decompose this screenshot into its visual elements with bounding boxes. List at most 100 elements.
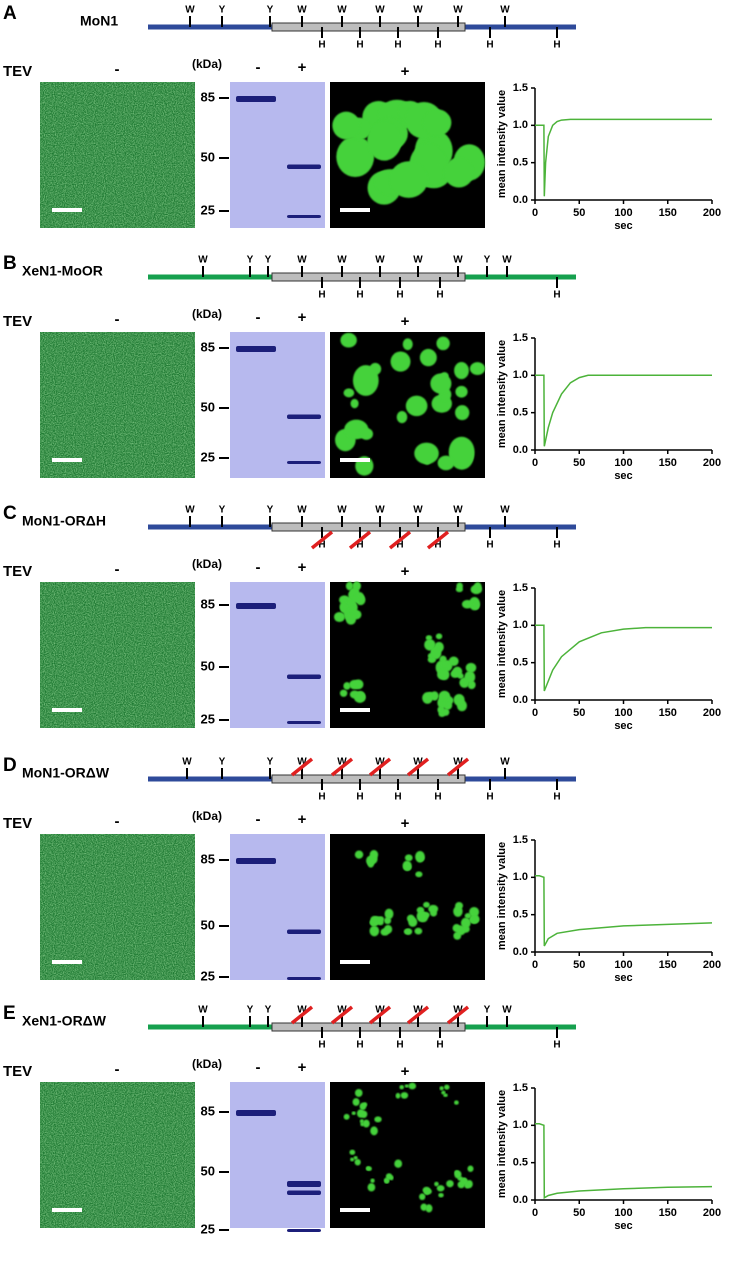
- x-tick-label: 50: [573, 1207, 585, 1219]
- marker-label: Y: [219, 5, 226, 16]
- droplet: [367, 1183, 376, 1192]
- frap-curve: [535, 118, 712, 197]
- droplet: [339, 689, 348, 697]
- x-tick-label: 150: [659, 707, 677, 719]
- marker-label: W: [453, 255, 463, 266]
- panel-letter: A: [3, 3, 17, 24]
- marker-label: W: [337, 505, 347, 516]
- droplet: [453, 905, 463, 917]
- droplet: [448, 656, 459, 667]
- strike-mark: [368, 757, 392, 777]
- image-noise: [40, 834, 195, 980]
- droplet: [404, 1084, 409, 1088]
- panel-letter: B: [3, 253, 17, 274]
- droplet: [430, 646, 442, 660]
- x-tick-label: 0: [532, 959, 538, 971]
- y-tick-label: 1.0: [513, 619, 528, 631]
- strike-mark: [330, 757, 354, 777]
- y-tick-label: 1.5: [513, 82, 528, 94]
- x-tick-label: 50: [573, 959, 585, 971]
- droplet: [395, 1092, 401, 1099]
- marker-label: W: [502, 255, 512, 266]
- droplet: [356, 1109, 365, 1118]
- droplet: [454, 1100, 459, 1105]
- droplet: [455, 385, 468, 398]
- droplet: [370, 915, 379, 923]
- droplet: [454, 362, 469, 380]
- x-tick-label: 200: [703, 1207, 721, 1219]
- strike-mark: [406, 1005, 430, 1025]
- x-tick-label: 150: [659, 457, 677, 469]
- droplet: [402, 338, 413, 351]
- gel-marker-label: 25: [201, 202, 215, 217]
- droplet: [425, 635, 433, 641]
- marker-label: W: [185, 5, 195, 16]
- droplet: [439, 1086, 444, 1091]
- panel-letter: E: [3, 1003, 16, 1024]
- marker-label: W: [198, 1005, 208, 1016]
- image-plus: +: [401, 63, 410, 80]
- kda-label: (kDa): [192, 557, 222, 571]
- y-tick-label: 1.5: [513, 1082, 528, 1094]
- x-tick-label: 0: [532, 1207, 538, 1219]
- marker-label: Y: [247, 255, 254, 266]
- strike-mark: [368, 1005, 392, 1025]
- gel-band: [287, 215, 321, 218]
- marker-label: W: [297, 505, 307, 516]
- droplet: [400, 1092, 409, 1099]
- marker-label: H: [318, 792, 325, 803]
- y-axis-label: mean intensity value: [496, 340, 508, 448]
- droplet: [425, 1204, 433, 1213]
- gel-marker-label: 25: [201, 968, 215, 983]
- droplet: [470, 584, 483, 595]
- y-tick-label: 1.5: [513, 834, 528, 846]
- panel-letter: C: [3, 503, 17, 524]
- y-tick-label: 1.0: [513, 1119, 528, 1131]
- scale-bar: [340, 1208, 370, 1212]
- frap-curve: [535, 374, 712, 447]
- droplet: [424, 639, 436, 651]
- droplet: [405, 395, 428, 417]
- x-tick-label: 200: [703, 207, 721, 219]
- marker-label: H: [394, 792, 401, 803]
- gel-plus: +: [298, 59, 307, 76]
- marker-label: H: [356, 40, 363, 51]
- droplet: [351, 1111, 356, 1116]
- y-tick-label: 0.0: [513, 194, 528, 206]
- gel-minus: -: [256, 1059, 261, 1076]
- droplet: [453, 694, 465, 706]
- marker-label: H: [553, 540, 560, 551]
- y-tick-label: 1.0: [513, 871, 528, 883]
- x-axis-label: sec: [614, 972, 632, 984]
- droplet: [461, 599, 473, 609]
- or-region: [271, 1022, 466, 1032]
- strike-mark: [290, 1005, 314, 1025]
- droplet: [468, 597, 481, 611]
- gel-band: [287, 674, 321, 679]
- marker-label: H: [553, 40, 560, 51]
- y-tick-label: 1.0: [513, 119, 528, 131]
- marker-label: H: [486, 40, 493, 51]
- x-axis-label: sec: [614, 720, 632, 732]
- droplet: [369, 849, 379, 860]
- y-tick-label: 0.5: [513, 1157, 528, 1169]
- droplet: [354, 1158, 361, 1166]
- droplet: [349, 1149, 356, 1155]
- gel-band: [287, 461, 321, 464]
- gel-band: [236, 346, 276, 352]
- gel-band: [287, 1190, 321, 1195]
- x-tick-label: 50: [573, 207, 585, 219]
- microscopy-image: [330, 1082, 485, 1228]
- marker-label: W: [375, 757, 385, 768]
- droplet: [414, 927, 423, 935]
- marker-label: W: [375, 1005, 385, 1016]
- droplet: [469, 916, 479, 924]
- kda-label: (kDa): [192, 809, 222, 823]
- droplet: [352, 365, 379, 396]
- scale-bar: [52, 708, 82, 712]
- gel-marker-label: 50: [201, 658, 215, 673]
- scale-bar: [52, 208, 82, 212]
- gel-marker-label: 25: [201, 449, 215, 464]
- droplet: [436, 336, 450, 351]
- image-minus: -: [115, 61, 120, 78]
